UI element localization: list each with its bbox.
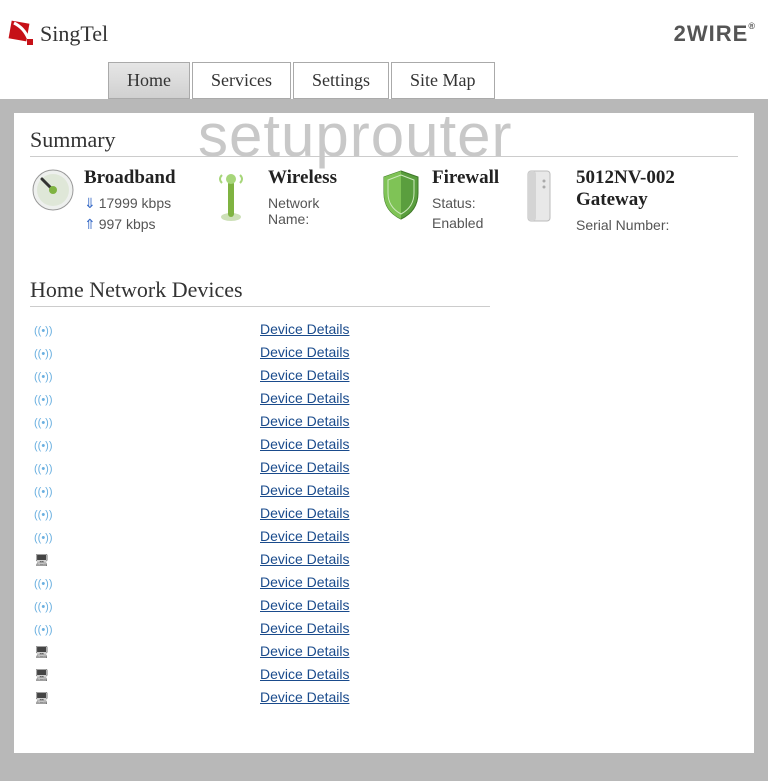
tab-home[interactable]: Home <box>108 62 190 99</box>
device-row: ((•))Device Details <box>30 455 738 478</box>
device-details-link[interactable]: Device Details <box>260 643 349 659</box>
wifi-device-icon: ((•)) <box>30 321 260 337</box>
gateway-title: 5012NV-002 Gateway <box>576 167 696 211</box>
device-row: ((•))Device Details <box>30 593 738 616</box>
device-list: ((•))Device Details((•))Device Details((… <box>30 317 738 708</box>
broadband-up: ⇑997 kbps <box>84 216 176 233</box>
wifi-device-icon: ((•)) <box>30 344 260 360</box>
twowire-logo: 2WIRE® <box>674 21 756 47</box>
gateway-device-icon <box>522 167 568 223</box>
wireless-title: Wireless <box>268 167 364 189</box>
firewall-status-value: Enabled <box>432 215 499 231</box>
devices-heading: Home Network Devices <box>30 277 490 307</box>
tab-settings[interactable]: Settings <box>293 62 389 99</box>
wifi-device-icon: ((•)) <box>30 390 260 406</box>
gauge-icon <box>30 167 76 223</box>
device-row: ((•))Device Details <box>30 501 738 524</box>
device-details-link[interactable]: Device Details <box>260 528 349 544</box>
wifi-device-icon: ((•)) <box>30 597 260 613</box>
wifi-device-icon: ((•)) <box>30 620 260 636</box>
pc-device-icon: 🖥 <box>30 551 260 567</box>
singtel-logo: SingTel <box>8 20 108 48</box>
wifi-device-icon: ((•)) <box>30 367 260 383</box>
wireless-panel: Wireless Network Name: <box>214 167 364 237</box>
device-row: 🖥Device Details <box>30 662 738 685</box>
up-arrow-icon: ⇑ <box>84 216 96 232</box>
wifi-device-icon: ((•)) <box>30 413 260 429</box>
tab-services[interactable]: Services <box>192 62 291 99</box>
device-details-link[interactable]: Device Details <box>260 390 349 406</box>
device-row: 🖥Device Details <box>30 547 738 570</box>
broadband-panel: Broadband ⇓17999 kbps ⇑997 kbps <box>30 167 200 237</box>
singtel-mark-icon <box>8 20 36 48</box>
device-row: ((•))Device Details <box>30 478 738 501</box>
broadband-down: ⇓17999 kbps <box>84 195 176 212</box>
device-row: 🖥Device Details <box>30 685 738 708</box>
singtel-text: SingTel <box>40 21 108 47</box>
device-details-link[interactable]: Device Details <box>260 367 349 383</box>
firewall-title: Firewall <box>432 167 499 189</box>
device-details-link[interactable]: Device Details <box>260 597 349 613</box>
device-row: ((•))Device Details <box>30 524 738 547</box>
gateway-serial-label: Serial Number: <box>576 217 696 233</box>
device-details-link[interactable]: Device Details <box>260 321 349 337</box>
wireless-name-label: Network Name: <box>268 195 364 227</box>
device-details-link[interactable]: Device Details <box>260 459 349 475</box>
device-details-link[interactable]: Device Details <box>260 551 349 567</box>
device-details-link[interactable]: Device Details <box>260 505 349 521</box>
device-row: ((•))Device Details <box>30 616 738 639</box>
device-row: 🖥Device Details <box>30 639 738 662</box>
device-details-link[interactable]: Device Details <box>260 436 349 452</box>
firewall-status-label: Status: <box>432 195 499 211</box>
down-arrow-icon: ⇓ <box>84 195 96 211</box>
device-row: ((•))Device Details <box>30 363 738 386</box>
device-row: ((•))Device Details <box>30 432 738 455</box>
device-details-link[interactable]: Device Details <box>260 482 349 498</box>
device-row: ((•))Device Details <box>30 409 738 432</box>
shield-icon <box>378 167 424 223</box>
pc-device-icon: 🖥 <box>30 666 260 682</box>
wifi-device-icon: ((•)) <box>30 459 260 475</box>
device-row: ((•))Device Details <box>30 570 738 593</box>
wifi-device-icon: ((•)) <box>30 505 260 521</box>
main-nav: HomeServicesSettingsSite Map <box>108 62 768 99</box>
device-row: ((•))Device Details <box>30 317 738 340</box>
device-details-link[interactable]: Device Details <box>260 344 349 360</box>
device-details-link[interactable]: Device Details <box>260 666 349 682</box>
wifi-device-icon: ((•)) <box>30 482 260 498</box>
firewall-panel: Firewall Status: Enabled <box>378 167 508 237</box>
wireless-antenna-icon <box>214 167 260 223</box>
wifi-device-icon: ((•)) <box>30 436 260 452</box>
broadband-title: Broadband <box>84 167 176 189</box>
device-details-link[interactable]: Device Details <box>260 574 349 590</box>
pc-device-icon: 🖥 <box>30 643 260 659</box>
device-row: ((•))Device Details <box>30 340 738 363</box>
device-details-link[interactable]: Device Details <box>260 689 349 705</box>
device-details-link[interactable]: Device Details <box>260 620 349 636</box>
wifi-device-icon: ((•)) <box>30 574 260 590</box>
wifi-device-icon: ((•)) <box>30 528 260 544</box>
summary-panels: Broadband ⇓17999 kbps ⇑997 kbps <box>30 167 738 237</box>
device-row: ((•))Device Details <box>30 386 738 409</box>
pc-device-icon: 🖥 <box>30 689 260 705</box>
gateway-panel: 5012NV-002 Gateway Serial Number: <box>522 167 722 237</box>
tab-site-map[interactable]: Site Map <box>391 62 495 99</box>
device-details-link[interactable]: Device Details <box>260 413 349 429</box>
summary-heading: Summary <box>30 127 738 157</box>
